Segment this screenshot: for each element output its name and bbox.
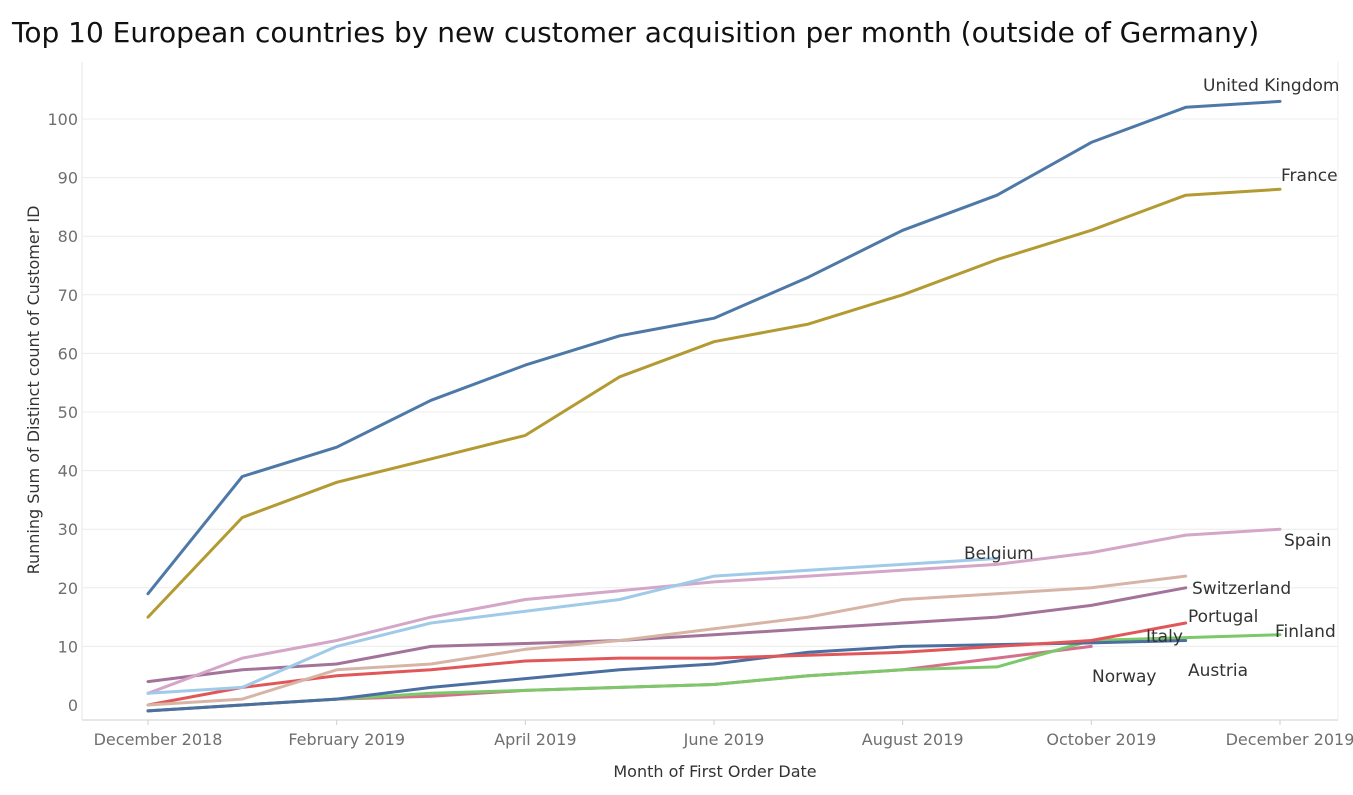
series-labels: United Kingdom France Belgium Spain Switzerl… xyxy=(964,76,1339,687)
series-line-austria xyxy=(146,639,1188,713)
x-axis-ticks: December 2018 February 2019 April 2019 June… xyxy=(94,720,1353,749)
series-label-finland: Finland xyxy=(1275,622,1336,642)
y-tick-label: 30 xyxy=(58,520,78,539)
y-tick-label: 100 xyxy=(47,110,78,129)
y-axis-ticks: 0 10 20 30 40 50 60 70 80 90 100 xyxy=(47,110,78,715)
x-tick-label: October 2019 xyxy=(1046,730,1156,749)
series-label-united-kingdom: United Kingdom xyxy=(1203,76,1339,96)
y-tick-label: 70 xyxy=(58,286,78,305)
x-tick-label: April 2019 xyxy=(494,730,576,749)
series-label-belgium: Belgium xyxy=(964,544,1034,564)
series-line-italy xyxy=(146,621,1188,707)
series-lines xyxy=(146,99,1282,713)
y-axis-title: Running Sum of Distinct count of Custome… xyxy=(24,206,43,575)
y-tick-label: 20 xyxy=(58,579,78,598)
y-tick-label: 0 xyxy=(68,696,78,715)
series-label-switzerland: Switzerland xyxy=(1192,579,1291,599)
y-tick-label: 10 xyxy=(58,637,78,656)
x-tick-label: December 2018 xyxy=(94,730,223,749)
x-axis-title: Month of First Order Date xyxy=(613,762,816,781)
series-line-belgium xyxy=(146,557,999,695)
y-tick-label: 50 xyxy=(58,403,78,422)
series-label-italy: Italy xyxy=(1146,627,1183,647)
series-line-spain xyxy=(146,527,1282,695)
x-tick-label: August 2019 xyxy=(862,730,964,749)
x-tick-label: December 2019 xyxy=(1226,730,1353,749)
y-tick-label: 60 xyxy=(58,344,78,363)
series-label-portugal: Portugal xyxy=(1188,607,1258,627)
series-label-norway: Norway xyxy=(1092,667,1157,687)
x-tick-label: February 2019 xyxy=(288,730,405,749)
gridlines xyxy=(81,62,1339,721)
series-label-spain: Spain xyxy=(1284,531,1332,551)
series-label-france: France xyxy=(1281,166,1338,186)
series-line-france xyxy=(146,187,1282,619)
y-tick-label: 90 xyxy=(58,169,78,188)
x-tick-label: June 2019 xyxy=(683,730,765,749)
y-tick-label: 80 xyxy=(58,227,78,246)
series-line-switzerland xyxy=(146,574,1188,707)
series-line-united-kingdom xyxy=(146,99,1282,596)
series-line-portugal xyxy=(146,586,1188,684)
series-label-austria: Austria xyxy=(1188,661,1248,681)
chart-title: Top 10 European countries by new custome… xyxy=(12,16,1260,49)
y-tick-label: 40 xyxy=(58,462,78,481)
